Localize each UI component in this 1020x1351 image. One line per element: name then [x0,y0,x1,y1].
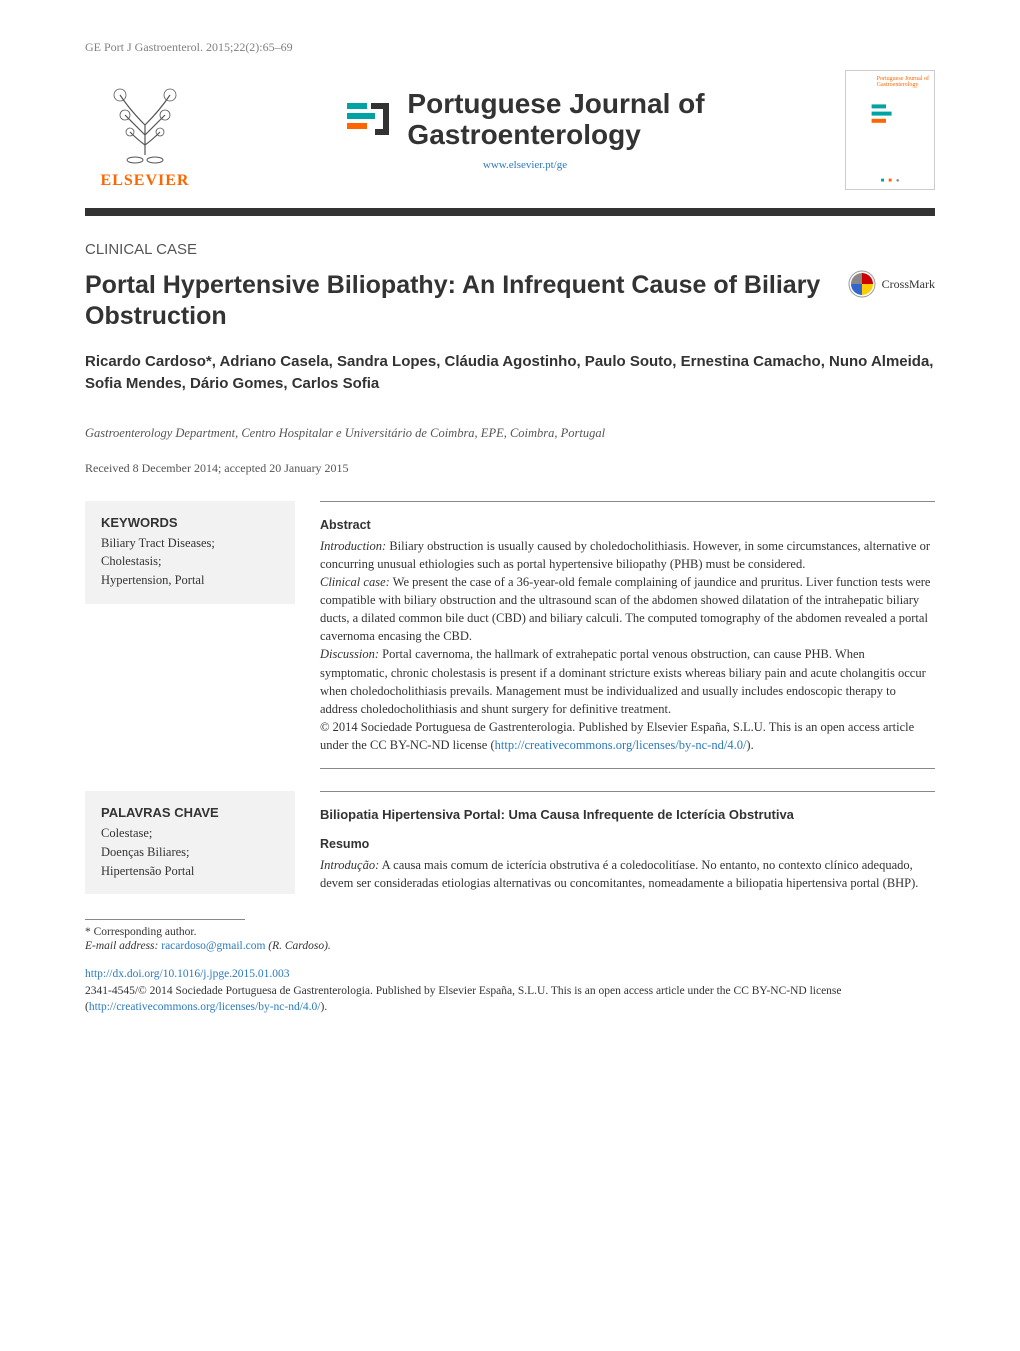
footer-license-link[interactable]: http://creativecommons.org/licenses/by-n… [89,1001,321,1013]
journal-title-block: Portuguese Journal of Gastroenterology w… [205,89,845,171]
email-label: E-mail address: [85,940,161,952]
section-label: CLINICAL CASE [85,241,935,258]
doi-link[interactable]: http://dx.doi.org/10.1016/j.jpge.2015.01… [85,968,935,980]
journal-site-link[interactable]: www.elsevier.pt/ge [483,159,567,171]
abstract-copyright: © 2014 Sociedade Portuguesa de Gastrente… [320,718,935,754]
article-dates: Received 8 December 2014; accepted 20 Ja… [85,461,935,476]
abstract-block-pt: PALAVRAS CHAVE Colestase; Doenças Biliar… [85,791,935,894]
email-link[interactable]: racardoso@gmail.com [161,940,265,952]
journal-title-line1: Portuguese Journal of [407,89,704,120]
abstract-discussion: Discussion: Portal cavernoma, the hallma… [320,645,935,718]
journal-cover-thumb: Portuguese Journal ofGastroenterology ■■… [845,70,935,190]
abstract-case-label: Clinical case: [320,575,390,589]
abstract-case-text: We present the case of a 36-year-old fem… [320,575,930,643]
crossmark-icon [848,270,876,298]
masthead: ELSEVIER Portuguese Journal of Gastroent… [85,70,935,216]
crossmark-label: CrossMark [882,277,935,292]
abstract-discussion-text: Portal cavernoma, the hallmark of extrah… [320,647,926,715]
footer-copyright-end: ). [321,1001,328,1013]
abstract-discussion-label: Discussion: [320,647,379,661]
abstract-body: Abstract Introduction: Biliary obstructi… [320,501,935,770]
footer-copyright: 2341-4545/© 2014 Sociedade Portuguesa de… [85,983,935,1015]
palavras-list: Colestase; Doenças Biliares; Hipertensão… [101,824,279,880]
keywords-heading: KEYWORDS [101,515,279,530]
title-row: Portal Hypertensive Biliopathy: An Infre… [85,270,935,333]
publisher-block: ELSEVIER [85,70,205,190]
citation-line: GE Port J Gastroenterol. 2015;22(2):65–6… [85,40,935,55]
affiliation: Gastroenterology Department, Centro Hosp… [85,426,935,441]
palavras-heading: PALAVRAS CHAVE [101,805,279,820]
elsevier-tree-icon [95,70,195,170]
email-line: E-mail address: racardoso@gmail.com (R. … [85,940,935,952]
abstract-intro-label: Introduction: [320,539,386,553]
abstract-heading: Abstract [320,516,935,534]
license-link[interactable]: http://creativecommons.org/licenses/by-n… [495,738,747,752]
ge-logo-icon [345,95,395,145]
resumo-heading: Resumo [320,835,935,853]
footer-separator [85,919,245,920]
keywords-box: KEYWORDS Biliary Tract Diseases; Cholest… [85,501,295,604]
resumo-body: Biliopatia Hipertensiva Portal: Uma Caus… [320,791,935,894]
authors: Ricardo Cardoso*, Adriano Casela, Sandra… [85,351,935,396]
abstract-intro: Introduction: Biliary obstruction is usu… [320,537,935,573]
email-suffix: (R. Cardoso). [265,940,330,952]
abstract-intro-text: Biliary obstruction is usually caused by… [320,539,930,571]
crossmark-badge[interactable]: CrossMark [848,270,935,298]
resumo-intro-label: Introdução: [320,858,379,872]
resumo-intro-text: A causa mais comum de icterícia obstruti… [320,858,918,890]
keywords-list: Biliary Tract Diseases; Cholestasis; Hyp… [101,534,279,590]
resumo-intro: Introdução: A causa mais comum de icterí… [320,856,935,892]
publisher-label: ELSEVIER [101,172,190,190]
palavras-box: PALAVRAS CHAVE Colestase; Doenças Biliar… [85,791,295,894]
journal-logo-row: Portuguese Journal of Gastroenterology [345,89,704,151]
abstract-copyright-end: ). [746,738,753,752]
alt-title: Biliopatia Hipertensiva Portal: Uma Caus… [320,806,935,825]
corresponding-author: * Corresponding author. [85,926,935,938]
article-title: Portal Hypertensive Biliopathy: An Infre… [85,270,828,333]
journal-title-line2: Gastroenterology [407,120,704,151]
abstract-block-en: KEYWORDS Biliary Tract Diseases; Cholest… [85,501,935,770]
abstract-case: Clinical case: We present the case of a … [320,573,935,646]
